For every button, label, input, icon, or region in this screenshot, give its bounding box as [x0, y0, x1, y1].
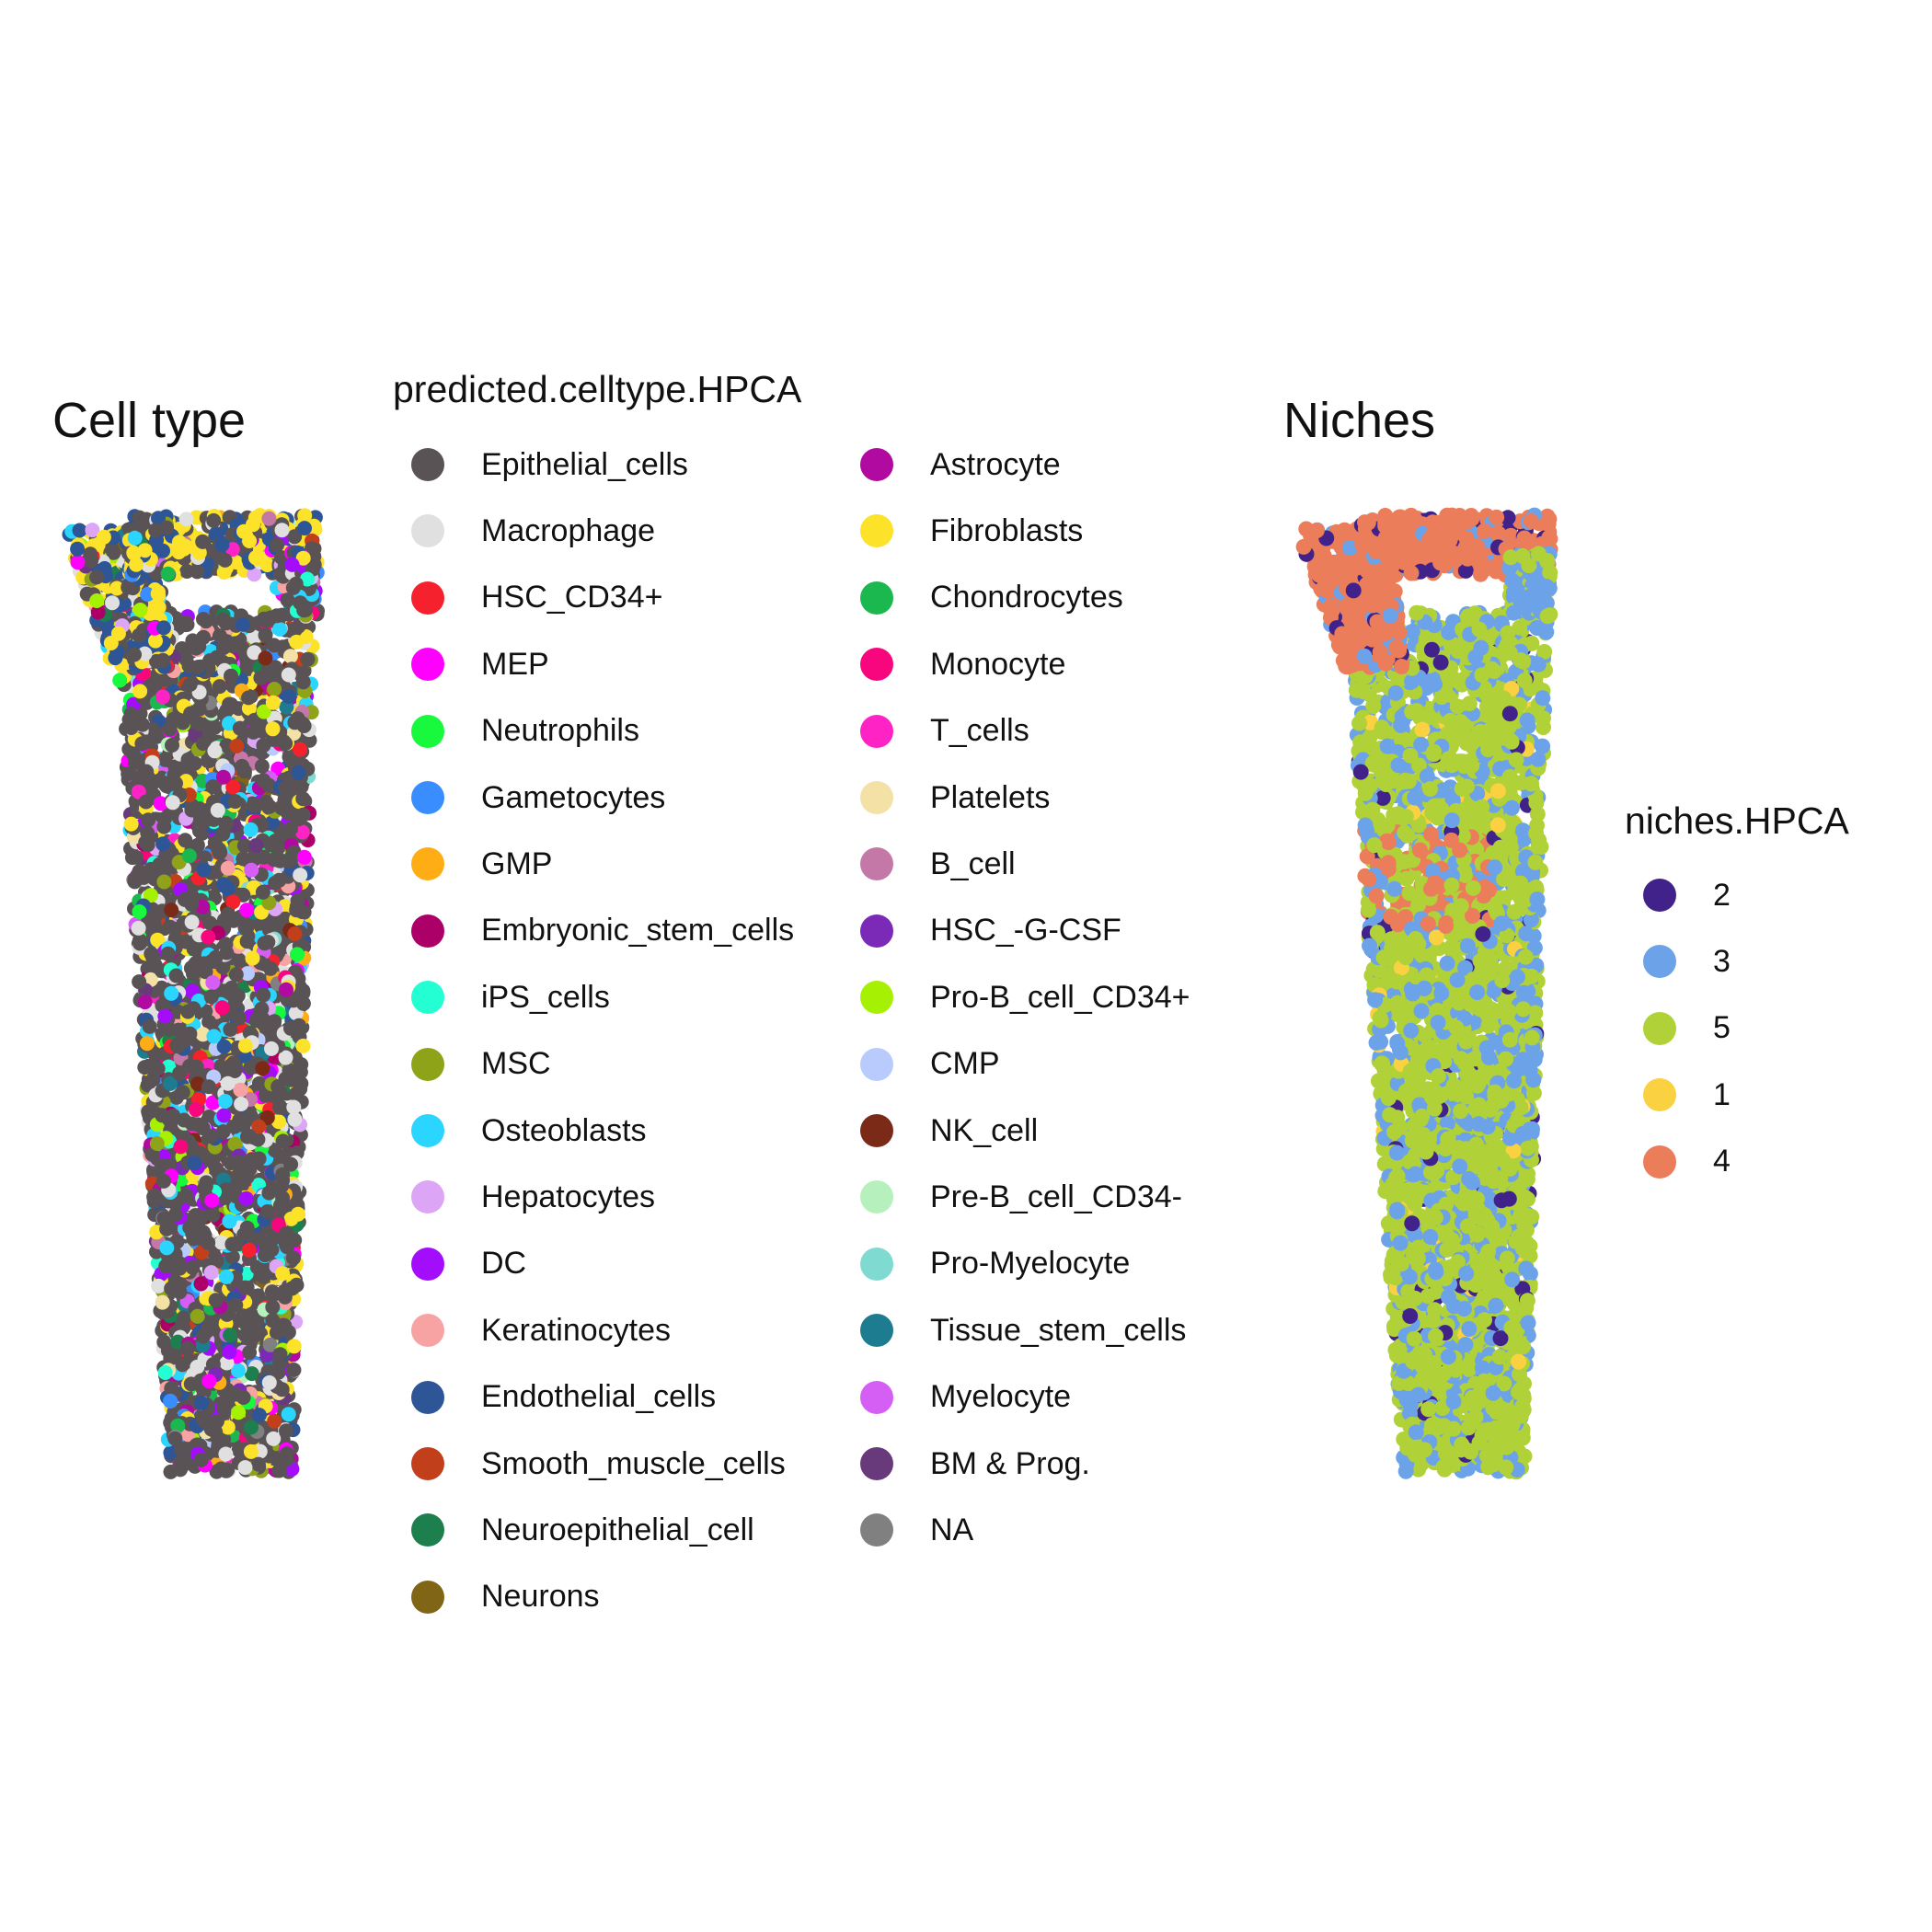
point-layer [1295, 507, 1558, 1480]
celltype-panel-title: Cell type [52, 393, 247, 448]
point-layer [62, 508, 325, 1479]
